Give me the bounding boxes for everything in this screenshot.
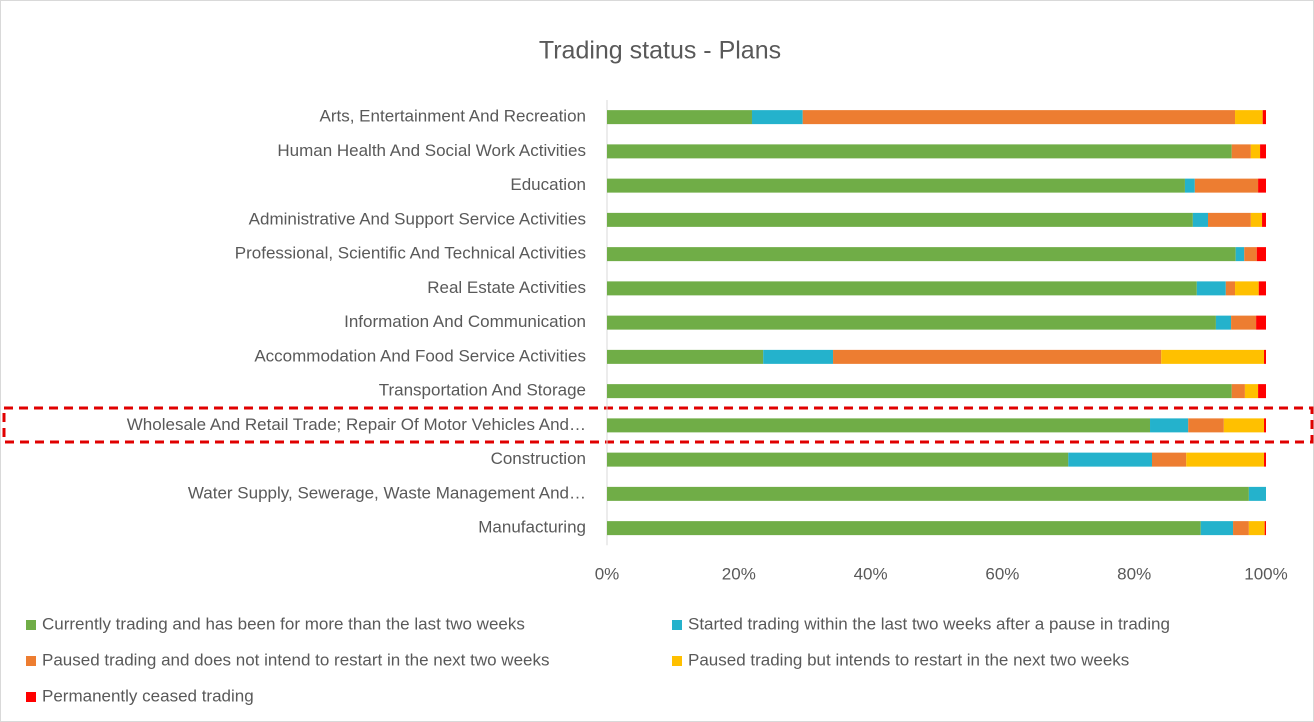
- x-tick-label: 40%: [854, 564, 888, 583]
- legend-swatch: [672, 620, 682, 630]
- bar-segment: [1262, 110, 1266, 125]
- bar-segment: [1256, 247, 1266, 262]
- bar-segment: [1192, 212, 1209, 227]
- bar-segment: [802, 110, 1236, 125]
- y-tick-label: Administrative And Support Service Activ…: [249, 209, 586, 228]
- bar-segment: [1235, 281, 1259, 296]
- legend-swatch: [26, 656, 36, 666]
- bar-segment: [1184, 178, 1195, 193]
- bar-segment: [1258, 281, 1266, 296]
- bar-segment: [1225, 281, 1236, 296]
- bar-segment: [763, 349, 834, 364]
- bar-segment: [607, 315, 1216, 330]
- bar-segment: [607, 486, 1249, 501]
- bar-segment: [1235, 247, 1245, 262]
- bar-segment: [1235, 110, 1263, 125]
- y-tick-label: Manufacturing: [478, 518, 586, 537]
- bar-segment: [607, 110, 752, 125]
- bar-segment: [1196, 281, 1226, 296]
- bar-segment: [1150, 418, 1189, 433]
- bar-segment: [1244, 247, 1257, 262]
- legend-label: Started trading within the last two week…: [688, 614, 1170, 633]
- x-tick-label: 0%: [595, 564, 620, 583]
- legend-swatch: [26, 692, 36, 702]
- bar-segment: [607, 452, 1069, 467]
- bar-segment: [1215, 315, 1232, 330]
- bar-segment: [1233, 521, 1249, 536]
- bar-segment: [1258, 178, 1266, 193]
- bar-segment: [1250, 212, 1263, 227]
- legend-label: Currently trading and has been for more …: [42, 614, 525, 633]
- y-tick-label: Information And Communication: [344, 312, 586, 331]
- bar-segment: [1248, 521, 1265, 536]
- bar-segment: [1250, 144, 1261, 159]
- bar-segment: [607, 281, 1197, 296]
- bar-segment: [1151, 452, 1187, 467]
- x-tick-label: 20%: [722, 564, 756, 583]
- chart-title: Trading status - Plans: [539, 37, 781, 65]
- y-tick-label: Professional, Scientific And Technical A…: [235, 244, 586, 263]
- bar-segment: [607, 178, 1185, 193]
- y-tick-label: Education: [510, 175, 586, 194]
- y-tick-label: Water Supply, Sewerage, Waste Management…: [188, 483, 586, 502]
- bar-segment: [1264, 521, 1266, 536]
- bar-segment: [1231, 144, 1251, 159]
- bar-segment: [1200, 521, 1234, 536]
- bar-segment: [1188, 418, 1224, 433]
- bar-segment: [1231, 315, 1257, 330]
- legend-label: Paused trading but intends to restart in…: [688, 650, 1129, 669]
- bar-segment: [607, 418, 1151, 433]
- legend-label: Paused trading and does not intend to re…: [42, 650, 550, 669]
- bar-segment: [1260, 144, 1266, 159]
- y-tick-label: Accommodation And Food Service Activitie…: [254, 346, 586, 365]
- bar-segment: [1248, 486, 1266, 501]
- legend-swatch: [26, 620, 36, 630]
- bar-segment: [1161, 349, 1265, 364]
- bar-segment: [1223, 418, 1265, 433]
- bar-segment: [1186, 452, 1265, 467]
- y-tick-label: Arts, Entertainment And Recreation: [320, 107, 586, 126]
- bar-segment: [1262, 212, 1266, 227]
- x-tick-label: 80%: [1117, 564, 1151, 583]
- bar-segment: [607, 349, 764, 364]
- bar-segment: [751, 110, 803, 125]
- bar-segment: [607, 212, 1193, 227]
- bar-segment: [1068, 452, 1152, 467]
- bar-segment: [1256, 315, 1266, 330]
- bar-segment: [1244, 384, 1259, 399]
- bar-segment: [1264, 418, 1266, 433]
- legend-swatch: [672, 656, 682, 666]
- bar-segment: [1264, 452, 1266, 467]
- x-tick-label: 60%: [985, 564, 1019, 583]
- bar-segment: [1194, 178, 1259, 193]
- y-tick-label: Real Estate Activities: [427, 278, 586, 297]
- bar-segment: [833, 349, 1162, 364]
- bar-segment: [1258, 384, 1266, 399]
- bar-segment: [607, 521, 1201, 536]
- bar-segment: [607, 384, 1232, 399]
- y-tick-label: Construction: [491, 449, 586, 468]
- bar-segment: [1264, 349, 1266, 364]
- x-tick-label: 100%: [1244, 564, 1287, 583]
- bar-segment: [1231, 384, 1245, 399]
- y-tick-label: Wholesale And Retail Trade; Repair Of Mo…: [127, 415, 586, 434]
- y-tick-label: Human Health And Social Work Activities: [277, 141, 586, 160]
- highlight-box: [2, 406, 1314, 444]
- bar-segment: [607, 144, 1232, 159]
- bar-segment: [1208, 212, 1251, 227]
- legend-label: Permanently ceased trading: [42, 686, 254, 705]
- y-tick-label: Transportation And Storage: [379, 381, 586, 400]
- bar-segment: [607, 247, 1236, 262]
